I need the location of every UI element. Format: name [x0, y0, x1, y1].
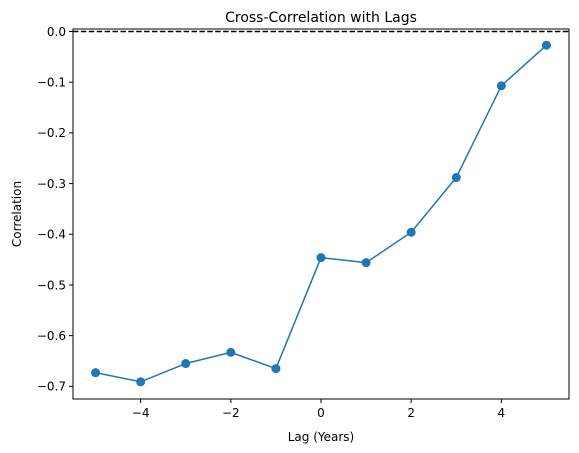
- y-tick-label: 0.0: [47, 25, 66, 39]
- axis-ticks: −4 −2 0 2 4 0.0 −0.1 −0.2 −0.3 −0.4 −0.5 −0.6 −0.7: [37, 25, 505, 420]
- data-point: [496, 81, 506, 91]
- x-axis-label: Lag (Years): [288, 430, 355, 444]
- x-tick-label: 0: [317, 406, 325, 420]
- data-point: [226, 347, 236, 357]
- series-line: [95, 44, 547, 383]
- data-point: [316, 253, 326, 263]
- data-point: [406, 227, 416, 237]
- data-point: [271, 364, 281, 374]
- chart-title: Cross-Correlation with Lags: [225, 10, 417, 26]
- data-point: [181, 359, 191, 369]
- y-tick-label: −0.3: [37, 177, 66, 191]
- data-point: [451, 173, 461, 183]
- data-point: [136, 377, 146, 387]
- x-tick-label: −2: [222, 406, 240, 420]
- data-point: [91, 368, 101, 378]
- x-tick-label: −4: [132, 406, 150, 420]
- y-tick-label: −0.1: [37, 76, 66, 90]
- y-tick-label: −0.7: [37, 380, 66, 394]
- x-tick-label: 2: [407, 406, 415, 420]
- y-tick-label: −0.2: [37, 126, 66, 140]
- x-tick-label: 4: [498, 406, 506, 420]
- y-tick-label: −0.4: [37, 228, 66, 242]
- axes-frame: [72, 28, 570, 400]
- y-tick-label: −0.5: [37, 278, 66, 292]
- data-point: [361, 258, 371, 268]
- plot-area: [73, 30, 569, 387]
- data-point: [541, 40, 551, 50]
- y-axis-label: Correlation: [10, 181, 24, 247]
- y-tick-label: −0.6: [37, 329, 66, 343]
